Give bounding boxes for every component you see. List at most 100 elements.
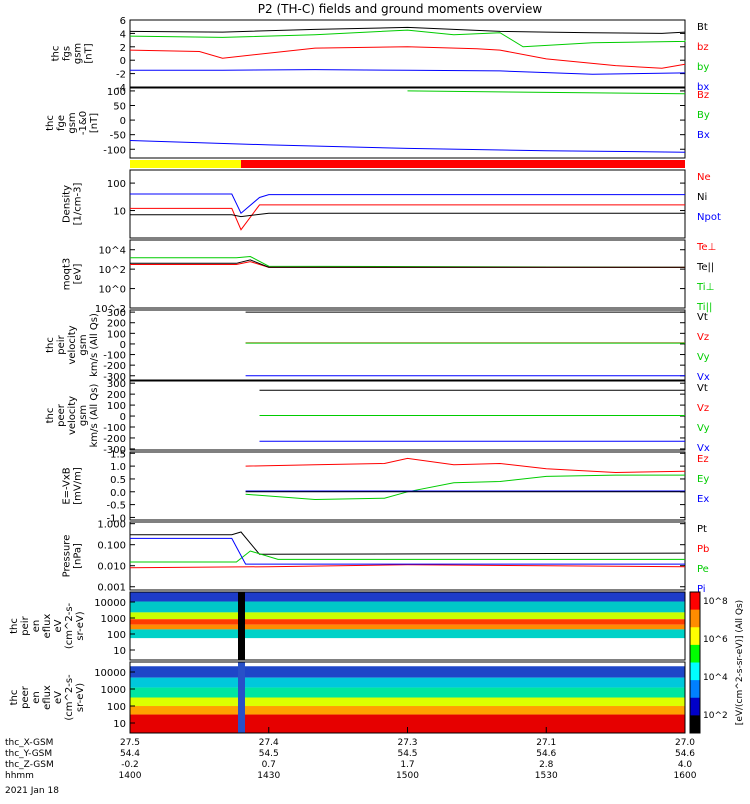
x-tick-label: 1500	[396, 771, 419, 781]
legend-entry: Ti⊥	[696, 282, 714, 293]
y-tick-label: 10^0	[99, 285, 126, 296]
y-axis-label-line: en	[31, 691, 42, 704]
colorbar-tick: 10^2	[703, 711, 728, 721]
y-tick-label: 100	[107, 179, 126, 190]
legend-entry: Vy	[697, 423, 710, 434]
y-axis-label-line: thc	[45, 408, 56, 424]
y-tick-label: -2	[116, 70, 126, 81]
series-line-Pb	[129, 564, 686, 569]
y-tick-label: 0.001	[97, 583, 126, 594]
series-line-Bt	[129, 26, 686, 34]
series-line-bz	[129, 46, 686, 69]
y-axis-label-line: thc	[9, 690, 20, 706]
series-line-bx	[130, 69, 686, 75]
y-tick-label: 200	[107, 319, 126, 330]
x-row-label: thc_X-GSM	[5, 738, 53, 748]
spectrogram-band-3	[130, 687, 685, 698]
status-segment-1	[241, 160, 685, 168]
y-axis-label: Pressure[nPa]	[62, 535, 84, 578]
spectrogram-band-1	[130, 601, 685, 613]
legend-entry: Pb	[697, 544, 709, 555]
y-tick-label: 300	[107, 308, 126, 319]
panel-0: 6 4 2 0 -2 -4 thcfgsgsm[nT] Bt bz by bx	[51, 16, 710, 94]
y-axis-label-line: velocity	[67, 396, 78, 435]
y-axis-label-line: (cm^2-s-	[64, 602, 75, 649]
y-tick-label: 10^2	[99, 265, 126, 276]
spectrogram-band-6	[130, 638, 685, 660]
y-tick-label: 200	[107, 390, 126, 401]
y-tick-label: 100	[107, 87, 126, 98]
legend-entry: By	[697, 110, 710, 121]
spectrogram-crossing	[238, 592, 245, 660]
x-tick-label: 54.6	[675, 749, 695, 759]
spectrogram-band-4	[130, 624, 685, 630]
legend-entry: Ez	[697, 454, 709, 465]
x-tick-label: 27.3	[397, 738, 417, 748]
series-line-Te	[130, 259, 685, 268]
y-tick-label: -200	[103, 434, 126, 445]
colorbar-segment	[690, 592, 700, 611]
series-line-Npot	[130, 193, 685, 215]
legend-entry: Vt	[697, 383, 708, 394]
y-axis-label-line: en	[31, 620, 42, 633]
y-tick-label: -300	[103, 372, 126, 383]
legend-entry: Ex	[697, 494, 709, 505]
panel-frame	[129, 521, 686, 591]
y-axis-label-line: thc	[9, 618, 20, 634]
series-line-By	[407, 90, 686, 95]
y-axis-label-line: thc	[51, 46, 62, 62]
spectrogram-band-2	[130, 612, 685, 620]
x-tick-label: 2.8	[539, 760, 554, 770]
panel-5: 3002001000-100-200-300thcpeirvelocitygsm…	[45, 308, 710, 383]
y-axis-label-line: eflux	[42, 685, 53, 710]
y-tick-label: 4	[120, 29, 126, 40]
y-axis-label-line: eflux	[42, 614, 53, 639]
y-tick-label: 10000	[94, 598, 126, 609]
legend-entry: Ey	[697, 474, 709, 485]
x-tick-label: 1430	[257, 771, 280, 781]
x-tick-label: 27.0	[675, 738, 695, 748]
colorbar-tick: 10^4	[703, 673, 728, 683]
x-tick-label: 54.5	[259, 749, 279, 759]
y-axis-label: Density[1/cm-3]	[62, 183, 84, 226]
y-axis-label-line: moqt3	[62, 258, 73, 291]
y-tick-label: 100	[107, 401, 126, 412]
y-axis-label-line: eV	[53, 619, 64, 632]
y-tick-label: 0	[120, 116, 126, 127]
spectrogram-band-0	[130, 592, 685, 602]
panel-2	[130, 160, 685, 168]
series-line-by	[129, 29, 686, 48]
x-axis-labels: thc_X-GSM 27.5 27.4 27.3 27.1 27.0 thc_Y-GSM 54…	[5, 727, 697, 796]
y-axis-label-line: Pressure	[62, 535, 73, 578]
panel-3: 100 10 Density[1/cm-3] Ne Ni Npot	[62, 169, 721, 239]
y-tick-label: -200	[103, 361, 126, 372]
y-tick-label: 10	[113, 207, 126, 218]
y-tick-label: 0.5	[110, 475, 126, 486]
legend-entry: Vy	[697, 352, 710, 363]
x-tick-label: 4.0	[678, 760, 693, 770]
y-tick-label: -300	[103, 445, 126, 456]
y-tick-label: 2	[120, 43, 126, 54]
x-tick-label: 0.7	[262, 760, 276, 770]
x-tick-label: 27.4	[259, 738, 279, 748]
legend-entry: Npot	[697, 212, 721, 223]
panel-frame	[129, 87, 686, 159]
x-row-label: thc_Z-GSM	[5, 760, 54, 770]
y-axis-label-line: E=-VxB	[62, 467, 73, 504]
series-line-Pt	[130, 531, 686, 555]
y-tick-label: 1.0	[110, 462, 126, 473]
colorbar: 10^8 10^6 10^4 10^2 [eV/(cm^2-s-sr-eV)] (All…	[689, 591, 745, 734]
series-line-Ez	[245, 457, 686, 474]
y-tick-label: -100	[103, 145, 126, 156]
legend-entry: Bz	[697, 90, 709, 101]
colorbar-label: [eV/(cm^2-s-sr-eV)] (All Qs)	[735, 600, 745, 725]
panel-frame	[129, 19, 686, 88]
y-tick-label: 0	[120, 56, 126, 67]
legend-entry: Vx	[697, 372, 710, 383]
colorbar-segment	[690, 680, 700, 699]
y-tick-label: 100	[107, 329, 126, 340]
spectrogram-band-2	[130, 677, 685, 688]
y-tick-label: 0.010	[97, 562, 126, 573]
